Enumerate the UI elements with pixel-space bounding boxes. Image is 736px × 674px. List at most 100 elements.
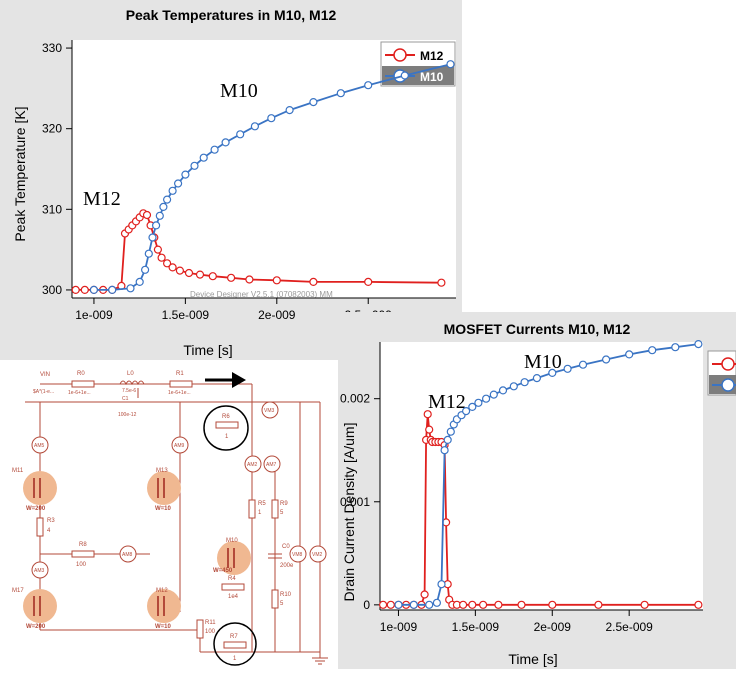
data-point-m12 bbox=[517, 600, 526, 609]
data-point-m12 bbox=[694, 600, 703, 609]
svg-text:R9: R9 bbox=[280, 501, 288, 507]
data-point-m10 bbox=[474, 398, 483, 407]
data-point-m12 bbox=[548, 600, 557, 609]
resistor-r9[interactable]: R9 5 bbox=[271, 499, 288, 519]
svg-text:R4: R4 bbox=[228, 576, 236, 582]
resistor-r7[interactable]: R7 1 bbox=[213, 622, 257, 666]
svg-text:AM2: AM2 bbox=[247, 462, 258, 468]
legend-label-m10: M10 bbox=[420, 70, 444, 84]
svg-text:C1: C1 bbox=[122, 396, 129, 402]
resistor-r1[interactable]: R1 1e-6+1e... bbox=[168, 371, 193, 396]
y-tick-label: 310 bbox=[42, 202, 62, 216]
peak-temperature-chart: Peak Temperatures in M10, M12 Device Des… bbox=[12, 7, 456, 358]
resistor-r0[interactable]: R0 1e-6+1e... bbox=[68, 371, 95, 396]
legend-partial bbox=[707, 350, 736, 396]
voltmeter-vm2[interactable]: VM2 bbox=[309, 545, 327, 563]
svg-text:R5: R5 bbox=[258, 501, 266, 507]
x-tick-label: 1e-009 bbox=[380, 620, 418, 634]
data-point-m10 bbox=[141, 265, 150, 274]
ammeter-am8[interactable]: AM8 bbox=[119, 545, 137, 563]
transistor-m12[interactable]: M12 W=10 bbox=[147, 588, 181, 630]
svg-text:AM5: AM5 bbox=[34, 443, 45, 449]
resistor-r3[interactable]: R3 4 bbox=[36, 517, 55, 537]
data-point-m12 bbox=[386, 600, 395, 609]
data-point-m12 bbox=[208, 272, 217, 281]
svg-text:1: 1 bbox=[258, 510, 262, 516]
svg-text:AM9: AM9 bbox=[174, 443, 185, 449]
voltmeter-vm8[interactable]: VM8 bbox=[289, 545, 307, 563]
transistor-m13[interactable]: M13 W=10 bbox=[147, 468, 181, 512]
data-point-m10 bbox=[425, 600, 434, 609]
meter-group: AM5 AM9 AM3 AM8 AM2 AM7 VM3 VM8 VM2 bbox=[31, 401, 327, 579]
data-point-m10 bbox=[648, 346, 657, 355]
svg-text:C0: C0 bbox=[282, 544, 290, 550]
data-point-m10 bbox=[89, 285, 99, 294]
data-point-m10 bbox=[520, 378, 529, 387]
x-tick-label: 2e-009 bbox=[534, 620, 572, 634]
svg-text:W=200: W=200 bbox=[26, 506, 46, 512]
ammeter-am7[interactable]: AM7 bbox=[263, 455, 281, 473]
arrow-annotation-icon bbox=[205, 372, 246, 388]
data-point-m12 bbox=[437, 278, 446, 287]
y-axis-label: Drain Current Density [A/um] bbox=[341, 423, 357, 602]
ammeter-am2[interactable]: AM2 bbox=[244, 455, 262, 473]
svg-text:AM3: AM3 bbox=[34, 568, 45, 574]
data-point-m10 bbox=[446, 60, 455, 69]
data-point-m10 bbox=[625, 350, 634, 359]
ammeter-am5[interactable]: AM5 bbox=[31, 436, 49, 454]
transistor-m11[interactable]: M11 W=200 bbox=[12, 468, 57, 512]
x-tick-label: 1.5e-009 bbox=[162, 308, 210, 322]
svg-text:R11: R11 bbox=[205, 620, 216, 626]
data-point-m12 bbox=[494, 600, 503, 609]
data-point-m10 bbox=[440, 446, 449, 455]
resistor-r6[interactable]: R6 1 bbox=[203, 405, 249, 451]
data-point-m10 bbox=[336, 89, 345, 98]
svg-text:1e4: 1e4 bbox=[228, 594, 239, 600]
data-point-m10 bbox=[446, 427, 455, 436]
svg-text:1: 1 bbox=[233, 656, 237, 662]
resistor-r4[interactable]: R4 1e4 bbox=[221, 576, 245, 600]
data-point-m10 bbox=[236, 130, 245, 139]
svg-text:VM8: VM8 bbox=[292, 552, 303, 558]
voltmeter-vm3[interactable]: VM3 bbox=[261, 401, 279, 419]
svg-text:1e-6+1e...: 1e-6+1e... bbox=[68, 390, 91, 396]
data-point-m10 bbox=[509, 382, 518, 391]
legend-marker-m12 bbox=[393, 48, 407, 62]
data-point-m10 bbox=[409, 600, 418, 609]
transistor-m10[interactable]: M10 W=450 bbox=[213, 538, 251, 575]
resistor-r10[interactable]: R10 5 bbox=[271, 589, 292, 609]
inductor-l0[interactable]: L0 7.5e-6 bbox=[119, 371, 145, 394]
svg-text:100: 100 bbox=[205, 629, 216, 635]
transistor-m17[interactable]: M17 W=200 bbox=[12, 588, 57, 630]
peak-temperature-chart-panel: Peak Temperatures in M10, M12 Device Des… bbox=[0, 0, 462, 360]
data-point-m12 bbox=[245, 275, 254, 284]
ammeter-am3[interactable]: AM3 bbox=[31, 561, 49, 579]
capacitor-c1[interactable]: C1 100e-12 bbox=[118, 388, 139, 418]
svg-text:M17: M17 bbox=[12, 588, 24, 594]
data-point-m12 bbox=[468, 600, 477, 609]
data-point-m10 bbox=[181, 170, 190, 179]
capacitor-c0[interactable]: C0 200e bbox=[268, 544, 294, 569]
legend: M12 M10 bbox=[380, 41, 456, 87]
data-point-m10 bbox=[498, 386, 508, 395]
svg-text:R0: R0 bbox=[77, 371, 85, 377]
x-axis-label: Time [s] bbox=[508, 651, 557, 667]
ground-icon bbox=[312, 652, 328, 665]
resistor-r5[interactable]: R5 1 bbox=[248, 499, 266, 519]
data-point-m12 bbox=[142, 210, 152, 220]
svg-text:R10: R10 bbox=[280, 592, 292, 598]
data-point-m10 bbox=[462, 406, 471, 416]
x-tick-label: 1e-009 bbox=[75, 308, 113, 322]
y-tick-label: 0.001 bbox=[340, 495, 370, 509]
resistor-r11[interactable]: R11 100 bbox=[196, 619, 216, 639]
ammeter-am9[interactable]: AM9 bbox=[171, 436, 189, 454]
data-point-m10 bbox=[190, 161, 199, 170]
data-point-m12 bbox=[175, 266, 184, 275]
data-point-m10 bbox=[163, 195, 172, 204]
resistor-r8[interactable]: R8 100 bbox=[71, 542, 95, 568]
y-tick-label: 330 bbox=[42, 41, 62, 55]
data-point-m10 bbox=[548, 368, 557, 378]
data-point-m10 bbox=[602, 355, 611, 364]
data-point-m12 bbox=[157, 253, 166, 262]
schematic-drawing: VIN $A*(1-e... R0 1e-6+1e... L0 7.5e-6 C… bbox=[12, 371, 328, 666]
